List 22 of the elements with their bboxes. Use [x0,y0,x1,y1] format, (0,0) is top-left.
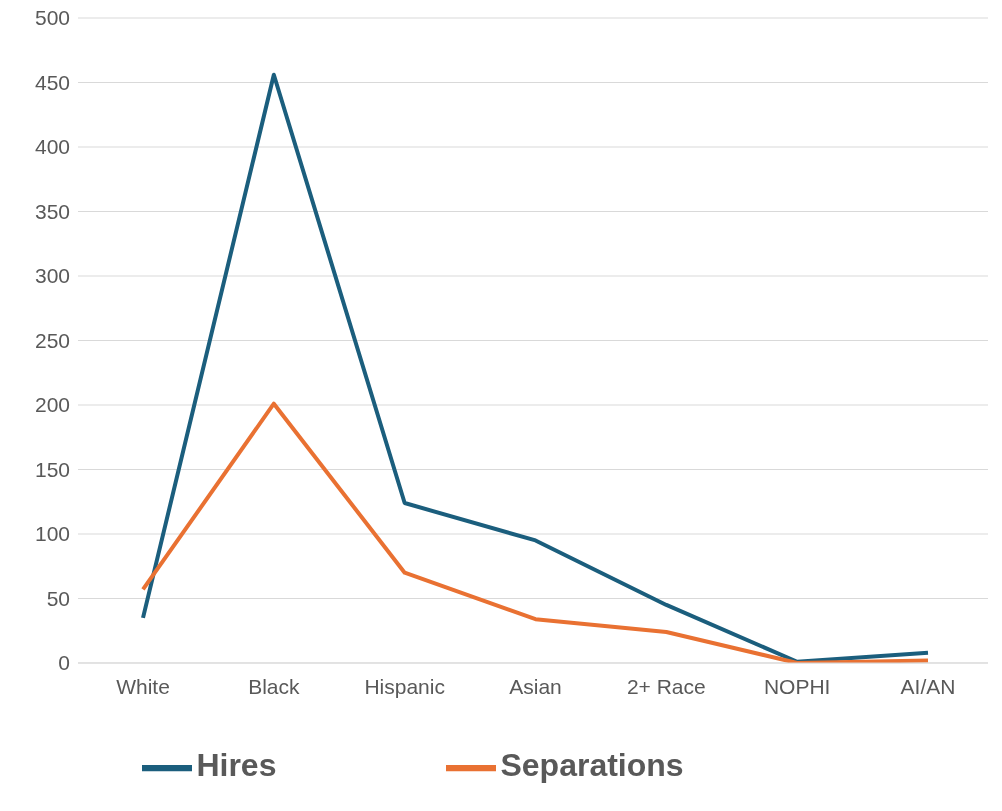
x-tick-label: Black [248,674,301,698]
y-tick-label: 100 [34,522,70,546]
legend-label: Hires [196,747,277,784]
y-tick-label: 0 [58,651,70,675]
y-tick-label: 450 [34,70,70,94]
x-tick-label: AI/AN [900,674,956,698]
x-tick-label: 2+ Race [626,674,706,698]
y-tick-label: 300 [34,264,70,288]
y-tick-label: 150 [34,457,70,481]
y-tick-label: 50 [46,586,70,610]
y-tick-label: 400 [34,135,70,159]
y-tick-label: 350 [34,199,70,223]
x-tick-label: Hispanic [364,674,445,698]
y-tick-label: 200 [34,393,70,417]
y-tick-label: 250 [34,328,70,352]
line-series [141,72,930,663]
x-tick-label: White [116,674,170,698]
x-tick-label: NOPHI [763,674,831,698]
y-tick-label: 500 [34,6,70,30]
x-tick-label: Asian [509,674,562,698]
legend-label: Separations [500,747,684,784]
line-series [141,401,930,663]
